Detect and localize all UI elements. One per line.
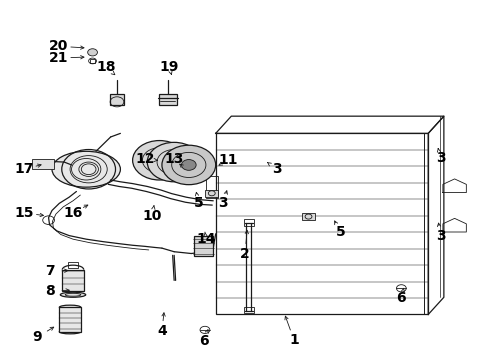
Circle shape [147,142,201,182]
Text: 6: 6 [198,334,208,348]
Text: 13: 13 [165,152,184,166]
Text: 17: 17 [15,162,34,176]
Text: 3: 3 [436,229,445,243]
Bar [32,159,54,168]
Text: 21: 21 [49,51,68,65]
Circle shape [72,158,101,180]
Bar [205,190,218,197]
Bar [206,176,218,198]
Text: 19: 19 [160,60,179,74]
Bar [216,134,428,315]
Text: 16: 16 [63,206,83,220]
Bar [62,270,84,291]
Text: 11: 11 [218,153,238,167]
Text: 3: 3 [436,152,445,166]
Text: 9: 9 [32,330,42,344]
Circle shape [88,49,98,56]
Circle shape [167,157,181,167]
Circle shape [181,159,196,170]
Text: 15: 15 [14,206,34,220]
Text: 4: 4 [157,324,167,338]
Ellipse shape [59,305,81,310]
Text: 8: 8 [45,284,54,298]
Text: 2: 2 [240,247,250,261]
Bar [90,59,96,63]
Bar [244,220,254,226]
Text: 5: 5 [194,196,203,210]
Bar [68,262,78,267]
Text: 14: 14 [196,232,216,246]
Circle shape [172,152,206,177]
Circle shape [157,149,191,175]
Bar [244,307,254,314]
Bar [302,213,315,220]
Circle shape [133,140,186,180]
Text: 6: 6 [396,291,406,305]
Text: 20: 20 [49,39,68,53]
Text: 5: 5 [335,225,345,239]
Ellipse shape [52,151,121,187]
Text: 7: 7 [45,265,54,278]
Bar [159,94,176,105]
Text: 1: 1 [289,333,299,347]
Circle shape [143,148,176,173]
Bar [59,307,81,332]
Ellipse shape [59,329,81,334]
Bar [194,236,213,256]
Circle shape [152,155,167,166]
Bar [110,94,124,105]
Text: 12: 12 [135,152,154,166]
Text: 3: 3 [218,196,228,210]
Text: 3: 3 [272,162,282,176]
Text: 18: 18 [96,60,116,74]
Ellipse shape [60,292,86,297]
Text: 10: 10 [143,209,162,223]
Circle shape [162,145,216,185]
